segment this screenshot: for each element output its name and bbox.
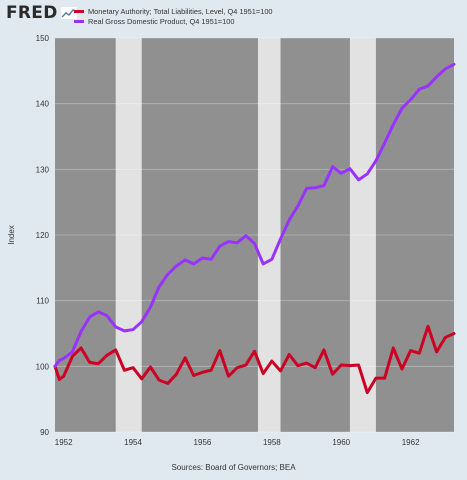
- y-tick-label-4: 130: [36, 165, 50, 174]
- x-tick-label-1: 1954: [124, 438, 142, 447]
- recession-band-0: [115, 38, 142, 432]
- legend-label-monetary-authority: Monetary Authority; Total Liabilities, L…: [88, 6, 273, 16]
- recession-shading-group: [115, 38, 376, 432]
- y-tick-label-2: 110: [36, 297, 49, 306]
- x-axis-ticks: 1952 1954 1956 1958 1960 1962: [55, 438, 420, 447]
- y-tick-label-0: 90: [40, 428, 49, 437]
- legend-item-real-gdp[interactable]: Real Gross Domestic Product, Q4 1951=100: [74, 16, 273, 26]
- source-note: Sources: Board of Governors; BEA: [171, 463, 296, 472]
- y-axis-ticks: 90 100 110 120 130 140 150: [36, 34, 50, 437]
- fred-logo[interactable]: FRED: [6, 3, 77, 23]
- series-group: [53, 62, 456, 395]
- x-tick-label-0: 1952: [55, 438, 73, 447]
- y-tick-label-1: 100: [36, 362, 50, 371]
- y-axis-title: Index: [7, 225, 16, 245]
- legend-item-monetary-authority[interactable]: Monetary Authority; Total Liabilities, L…: [74, 6, 273, 16]
- recession-band-1: [257, 38, 281, 432]
- x-tick-label-3: 1958: [263, 438, 281, 447]
- x-tick-label-5: 1962: [402, 438, 420, 447]
- x-tick-label-2: 1956: [194, 438, 212, 447]
- y-tick-label-5: 140: [36, 100, 50, 109]
- legend-swatch-monetary-authority: [74, 9, 84, 13]
- fred-logo-text: FRED: [6, 3, 58, 23]
- fred-graph-logo-icon: [60, 7, 77, 19]
- chart-legend: Monetary Authority; Total Liabilities, L…: [74, 6, 273, 26]
- y-tick-label-3: 120: [36, 231, 50, 240]
- x-tick-label-4: 1960: [332, 438, 350, 447]
- legend-label-real-gdp: Real Gross Domestic Product, Q4 1951=100: [88, 16, 235, 26]
- series-line-1[interactable]: [53, 62, 456, 368]
- series-line-0[interactable]: [53, 324, 456, 395]
- legend-swatch-real-gdp: [74, 19, 84, 23]
- y-tick-label-6: 150: [36, 34, 50, 43]
